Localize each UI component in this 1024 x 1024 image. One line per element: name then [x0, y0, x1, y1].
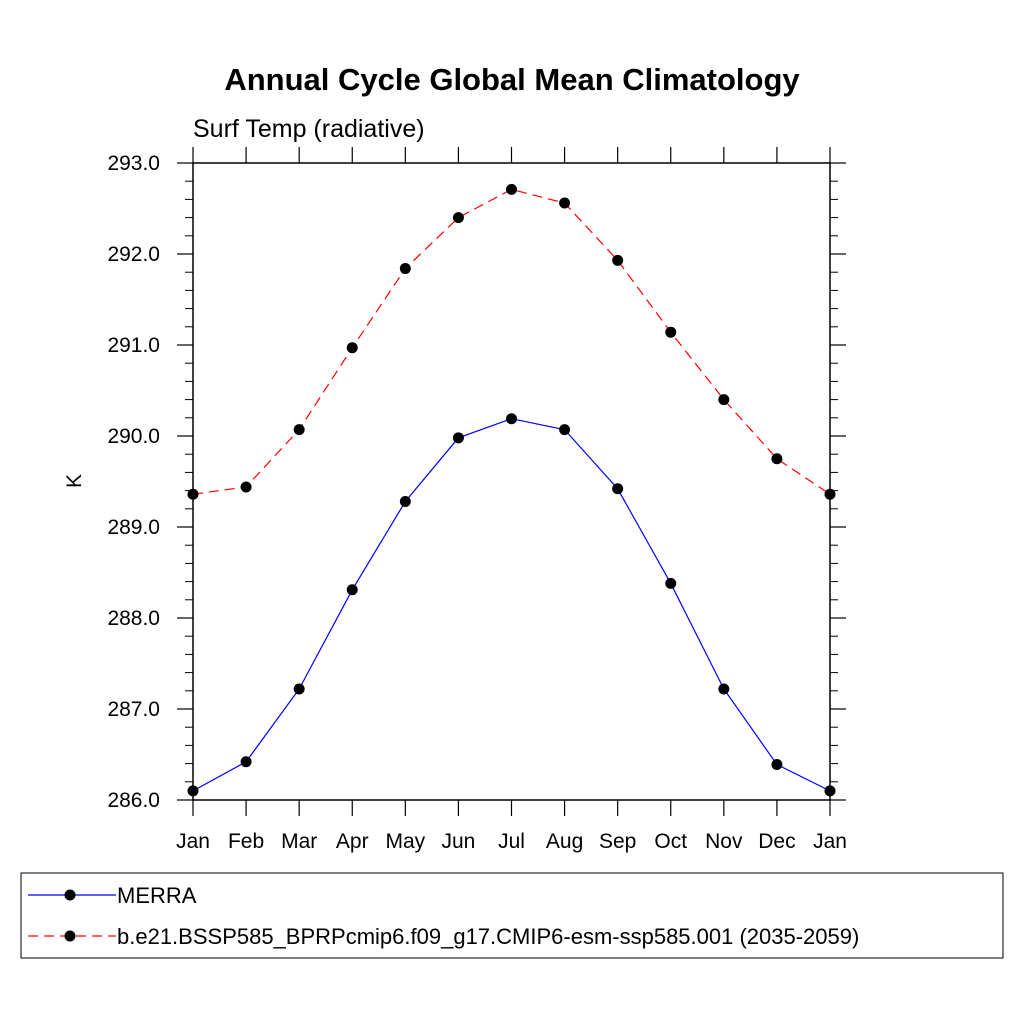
legend: MERRA b.e21.BSSP585_BPRPcmip6.f09_g17.CMI…: [28, 883, 859, 949]
series-line-2: [192, 188, 831, 495]
series-1-point: [346, 584, 358, 596]
y-tick-label: 287.0: [107, 698, 160, 721]
series-1-point: [293, 683, 305, 695]
legend-marker-1: [64, 889, 76, 901]
y-tick-label: 286.0: [107, 789, 160, 812]
series-2-point: [506, 183, 517, 195]
legend-box: [20, 872, 1004, 959]
series-1-point: [718, 683, 730, 695]
x-tick-label: Jan: [176, 830, 210, 853]
series-1-point: [824, 785, 836, 797]
series-2-point: [187, 488, 199, 500]
y-tick-label: 290.0: [107, 425, 160, 448]
series-2-point: [293, 424, 305, 436]
series-2-point: [559, 197, 571, 209]
y-tick-label: 289.0: [107, 516, 160, 539]
chart-subtitle: Surf Temp (radiative): [193, 115, 425, 143]
series-1-point: [771, 759, 783, 771]
series-2-point: [452, 212, 464, 224]
y-tick-label: 293.0: [107, 152, 160, 175]
series-2-point: [824, 488, 836, 500]
series-1-point: [399, 496, 411, 508]
series-1-point: [452, 432, 464, 444]
x-tick-label: Aug: [546, 830, 583, 853]
legend-label-1: MERRA: [117, 883, 197, 908]
y-tick-label: 288.0: [107, 607, 160, 630]
chart-title: Annual Cycle Global Mean Climatology: [224, 62, 800, 97]
series-line-1: [192, 418, 831, 792]
ticks-layer: 286.0 287.0 288.0 289.0 290.0 291.0 292.0 293.0…: [107, 147, 847, 853]
series-1-point: [665, 577, 677, 589]
series-2-point: [771, 453, 783, 465]
series-2-point: [718, 394, 730, 406]
x-tick-label: Jun: [441, 830, 475, 853]
series-2-point: [665, 326, 677, 338]
x-tick-label: Apr: [336, 830, 369, 853]
series-1-point: [506, 413, 517, 425]
series-2-point: [346, 342, 358, 354]
series-1-point: [612, 483, 624, 495]
x-tick-label: Oct: [654, 830, 687, 853]
x-tick-label: Nov: [705, 830, 743, 853]
series-2-point: [240, 481, 252, 493]
series-1-point: [187, 785, 199, 797]
y-tick-label: 291.0: [107, 334, 160, 357]
x-tick-label: Jul: [498, 830, 525, 853]
series-2-point: [612, 254, 624, 266]
x-tick-label: Sep: [599, 830, 636, 853]
y-tick-label: 292.0: [107, 243, 160, 266]
x-tick-label: May: [385, 830, 425, 853]
series-1-point: [559, 424, 571, 436]
x-tick-label: Feb: [228, 830, 264, 853]
x-tick-label: Mar: [281, 830, 317, 853]
x-tick-label: Dec: [758, 830, 795, 853]
legend-label-2: b.e21.BSSP585_BPRPcmip6.f09_g17.CMIP6-es…: [117, 924, 859, 949]
legend-marker-2: [64, 930, 76, 942]
series-layer: [187, 183, 836, 797]
y-axis-label: K: [63, 474, 86, 488]
x-tick-label: Jan: [813, 830, 847, 853]
series-2-point: [399, 263, 411, 275]
series-1-point: [240, 756, 252, 768]
